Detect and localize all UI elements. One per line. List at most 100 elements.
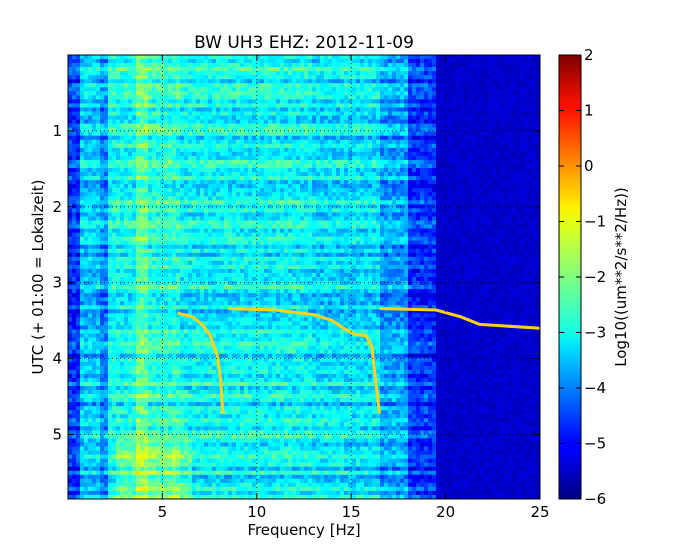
heatmap-cell — [76, 63, 81, 68]
heatmap-cell — [488, 59, 493, 64]
heatmap-cell — [348, 131, 353, 137]
heatmap-cell — [80, 192, 85, 197]
heatmap-cell — [444, 135, 449, 141]
heatmap-cell — [312, 143, 317, 149]
heatmap-cell — [256, 151, 261, 157]
heatmap-cell — [372, 196, 377, 201]
heatmap-cell — [416, 212, 421, 217]
heatmap-cell — [228, 176, 233, 181]
heatmap-cell — [396, 208, 401, 213]
heatmap-cell — [396, 143, 401, 149]
heatmap-cell — [240, 159, 245, 165]
heatmap-cell — [148, 63, 153, 68]
heatmap-cell — [296, 123, 301, 129]
heatmap-cell — [272, 163, 277, 169]
heatmap-cell — [528, 71, 533, 76]
heatmap-cell — [468, 196, 473, 201]
heatmap-cell — [96, 184, 101, 189]
heatmap-cell — [468, 127, 473, 133]
heatmap-cell — [116, 151, 121, 157]
heatmap-cell — [68, 139, 73, 145]
heatmap-cell — [76, 188, 81, 193]
heatmap-cell — [428, 119, 433, 125]
heatmap-cell — [384, 172, 389, 177]
heatmap-cell — [288, 139, 293, 145]
heatmap-cell — [364, 55, 369, 60]
heatmap-cell — [468, 143, 473, 149]
heatmap-cell — [156, 208, 161, 213]
heatmap-cell — [380, 168, 385, 173]
heatmap-cell — [192, 176, 197, 181]
heatmap-cell — [360, 159, 365, 165]
heatmap-cell — [468, 71, 473, 76]
heatmap-cell — [256, 79, 261, 84]
heatmap-cell — [292, 204, 297, 209]
heatmap-cell — [248, 63, 253, 68]
heatmap-cell — [236, 79, 241, 84]
heatmap-cell — [212, 147, 217, 153]
heatmap-cell — [380, 212, 385, 217]
heatmap-cell — [100, 55, 105, 60]
heatmap-cell — [508, 111, 513, 116]
heatmap-cell — [348, 111, 353, 116]
heatmap-cell — [356, 123, 361, 129]
heatmap-cell — [192, 220, 197, 225]
heatmap-cell — [144, 184, 149, 189]
heatmap-cell — [472, 180, 477, 185]
heatmap-cell — [500, 103, 505, 108]
heatmap-cell — [344, 99, 349, 104]
heatmap-cell — [356, 208, 361, 213]
heatmap-cell — [504, 99, 509, 104]
heatmap-cell — [84, 212, 89, 217]
heatmap-cell — [516, 135, 521, 141]
heatmap-cell — [196, 224, 201, 229]
heatmap-cell — [120, 71, 125, 76]
heatmap-cell — [368, 212, 373, 217]
heatmap-cell — [240, 75, 245, 80]
heatmap-cell — [256, 131, 261, 137]
heatmap-cell — [136, 127, 141, 133]
heatmap-cell — [240, 55, 245, 60]
heatmap-cell — [176, 196, 181, 201]
heatmap-cell — [300, 176, 305, 181]
heatmap-cell — [328, 159, 333, 165]
heatmap-cell — [428, 127, 433, 133]
heatmap-cell — [300, 99, 305, 104]
heatmap-cell — [296, 131, 301, 137]
heatmap-cell — [376, 111, 381, 116]
heatmap-cell — [192, 159, 197, 165]
heatmap-cell — [536, 192, 540, 197]
heatmap-cell — [264, 159, 269, 165]
heatmap-cell — [456, 87, 461, 92]
heatmap-cell — [84, 131, 89, 137]
heatmap-cell — [156, 63, 161, 68]
heatmap-cell — [188, 115, 193, 120]
heatmap-cell — [416, 216, 421, 221]
heatmap-cell — [252, 103, 257, 108]
heatmap-cell — [504, 115, 509, 120]
heatmap-cell — [312, 87, 317, 92]
heatmap-cell — [284, 200, 289, 205]
heatmap-cell — [184, 55, 189, 60]
heatmap-cell — [268, 176, 273, 181]
heatmap-cell — [204, 67, 209, 72]
heatmap-cell — [328, 99, 333, 104]
heatmap-cell — [120, 59, 125, 64]
heatmap-cell — [484, 163, 489, 169]
heatmap-cell — [320, 95, 325, 100]
heatmap-cell — [180, 224, 185, 229]
heatmap-cell — [228, 163, 233, 169]
heatmap-cell — [464, 115, 469, 120]
heatmap-cell — [312, 123, 317, 129]
heatmap-cell — [148, 79, 153, 84]
heatmap-cell — [112, 196, 117, 201]
heatmap-cell — [440, 139, 445, 145]
heatmap-cell — [100, 143, 105, 149]
heatmap-cell — [376, 208, 381, 213]
heatmap-cell — [176, 123, 181, 129]
heatmap-cell — [260, 75, 265, 80]
heatmap-cell — [260, 135, 265, 141]
heatmap-cell — [140, 55, 145, 60]
heatmap-cell — [208, 176, 213, 181]
heatmap-cell — [508, 71, 513, 76]
